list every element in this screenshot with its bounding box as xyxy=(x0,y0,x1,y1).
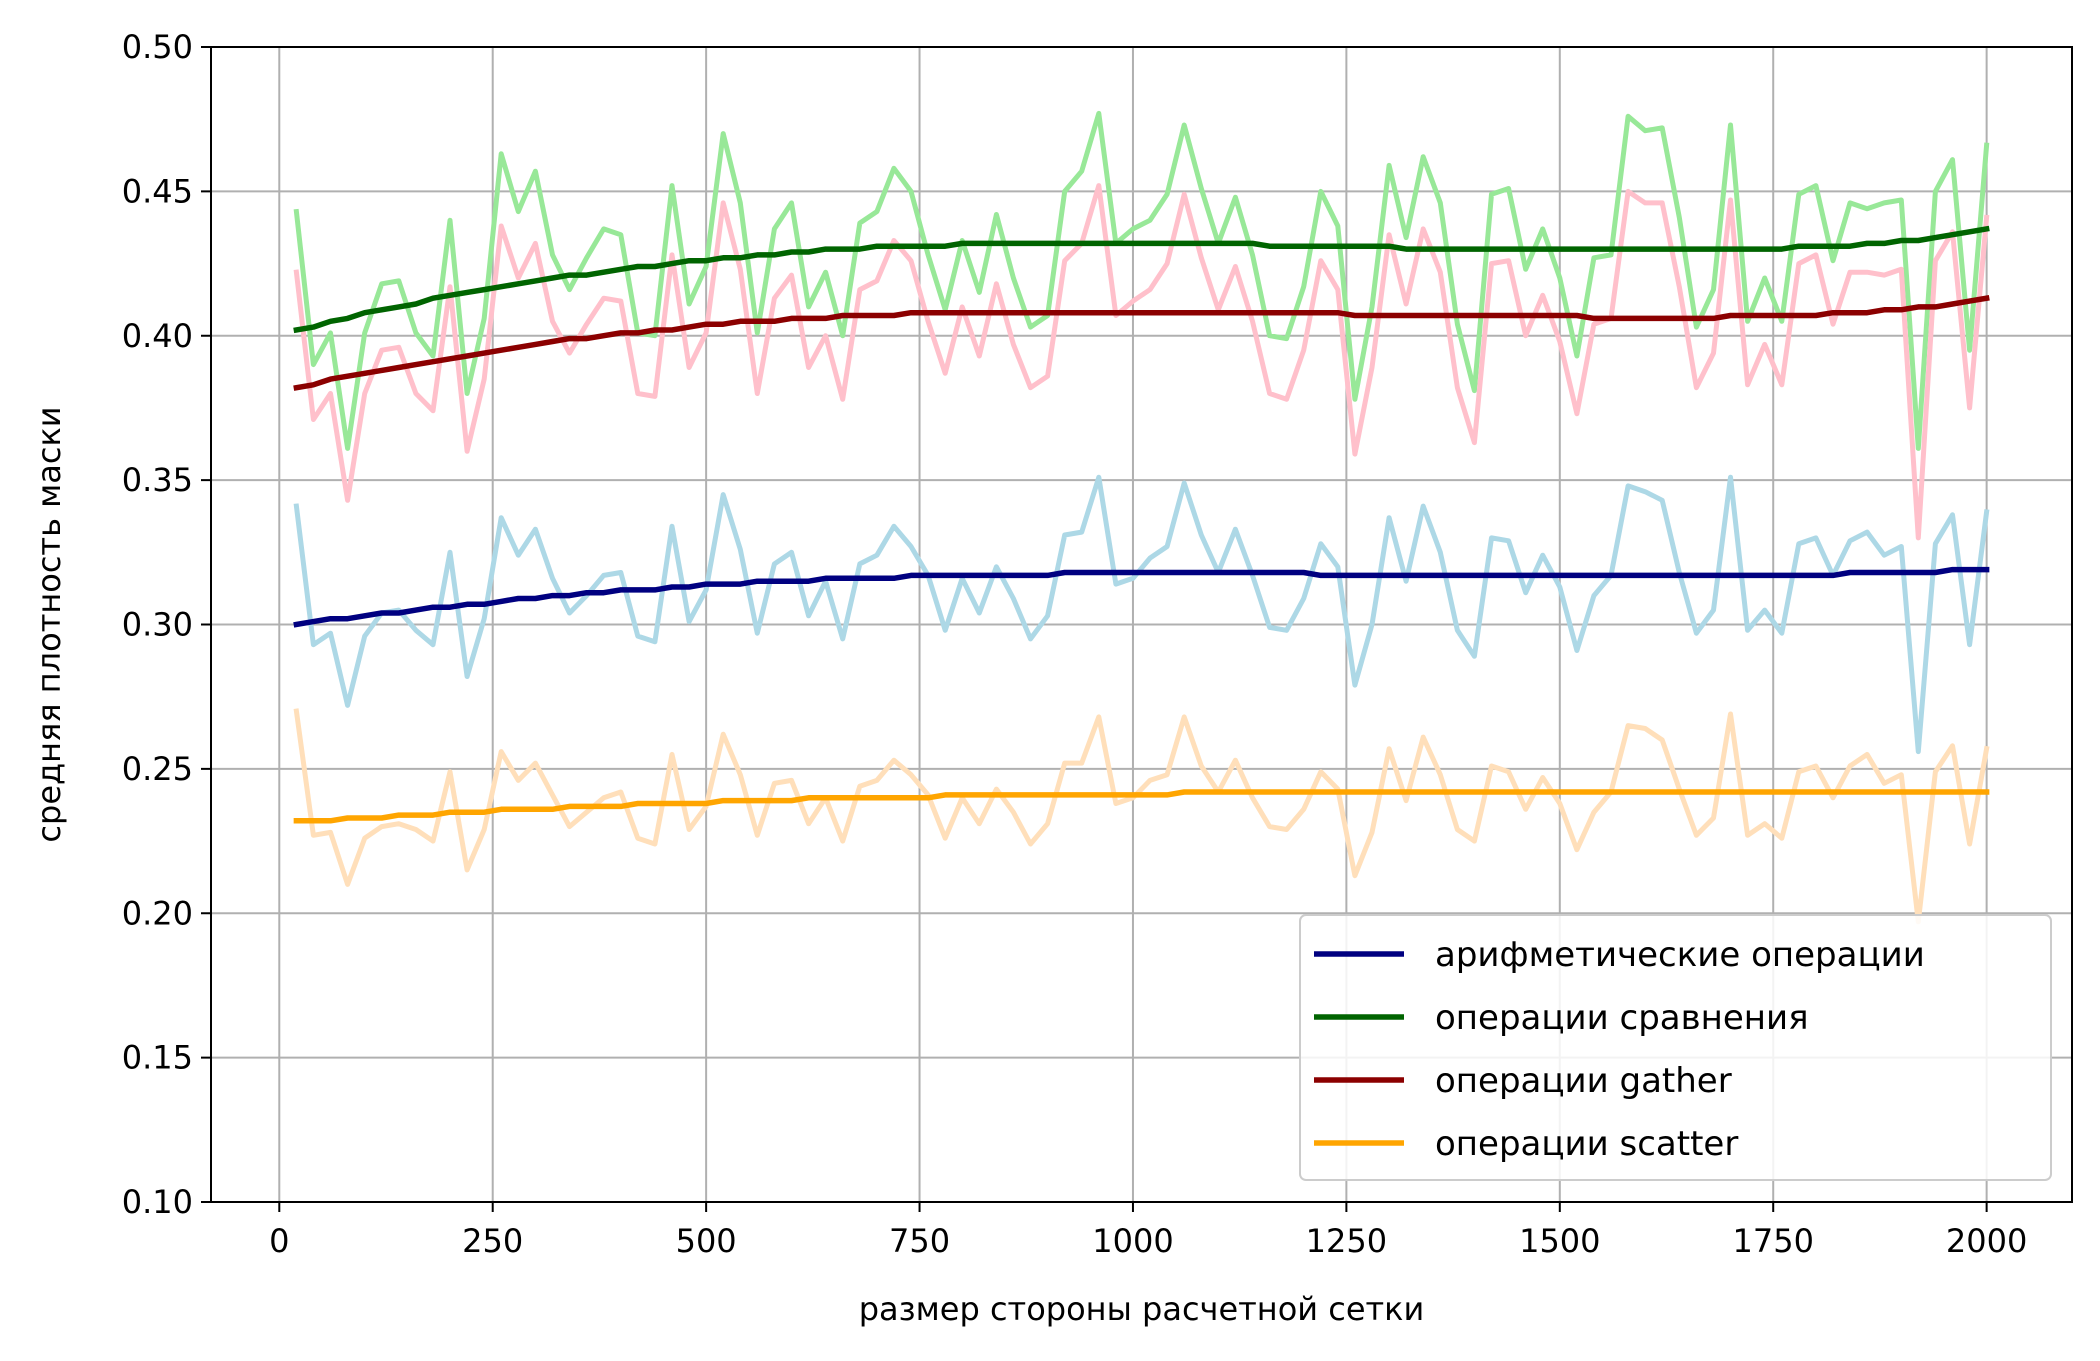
series-line-trend-7 xyxy=(293,789,1990,824)
series-line-trend-6 xyxy=(293,295,1990,391)
series-line-trend-4 xyxy=(293,566,1990,628)
legend-label: арифметические операции xyxy=(1435,935,1925,975)
y-tick-label: 0.10 xyxy=(122,1183,193,1221)
series-lines xyxy=(293,110,1990,925)
x-tick-label: 1750 xyxy=(1732,1222,1813,1260)
legend-label: операции gather xyxy=(1435,1061,1732,1101)
y-axis-title: средняя плотность маски xyxy=(30,406,68,842)
x-axis-title: размер стороны расчетной сетки xyxy=(859,1290,1425,1328)
x-tick-label: 1250 xyxy=(1306,1222,1387,1260)
series-line-raw-0 xyxy=(293,474,1990,755)
y-tick-label: 0.15 xyxy=(122,1039,193,1077)
x-tick-label: 500 xyxy=(676,1222,737,1260)
x-tick-label: 750 xyxy=(889,1222,950,1260)
y-tick-label: 0.20 xyxy=(122,894,193,932)
legend: арифметические операции операции сравнени… xyxy=(1299,914,2052,1181)
series-line-raw-1 xyxy=(293,708,1990,925)
x-tick-label: 1500 xyxy=(1519,1222,1600,1260)
y-tick-label: 0.30 xyxy=(122,606,193,644)
x-tick-label: 250 xyxy=(462,1222,523,1260)
x-tick-label: 1000 xyxy=(1092,1222,1173,1260)
y-tick-label: 0.50 xyxy=(122,28,193,66)
series-line-trend-5 xyxy=(293,225,1990,334)
x-tick-label: 0 xyxy=(269,1222,289,1260)
legend-label: операции scatter xyxy=(1435,1124,1738,1164)
legend-label: операции сравнения xyxy=(1435,998,1809,1038)
y-tick-label: 0.40 xyxy=(122,317,193,355)
x-tick-label: 2000 xyxy=(1946,1222,2027,1260)
y-tick-label: 0.25 xyxy=(122,750,193,788)
y-tick-label: 0.45 xyxy=(122,172,193,210)
axis-ticks: 0 250 500 750 1000 1250 1500 1750 2000 0.10 0.15 0.… xyxy=(122,28,2028,1260)
y-tick-label: 0.35 xyxy=(122,461,193,499)
legend-box xyxy=(1299,914,2052,1181)
